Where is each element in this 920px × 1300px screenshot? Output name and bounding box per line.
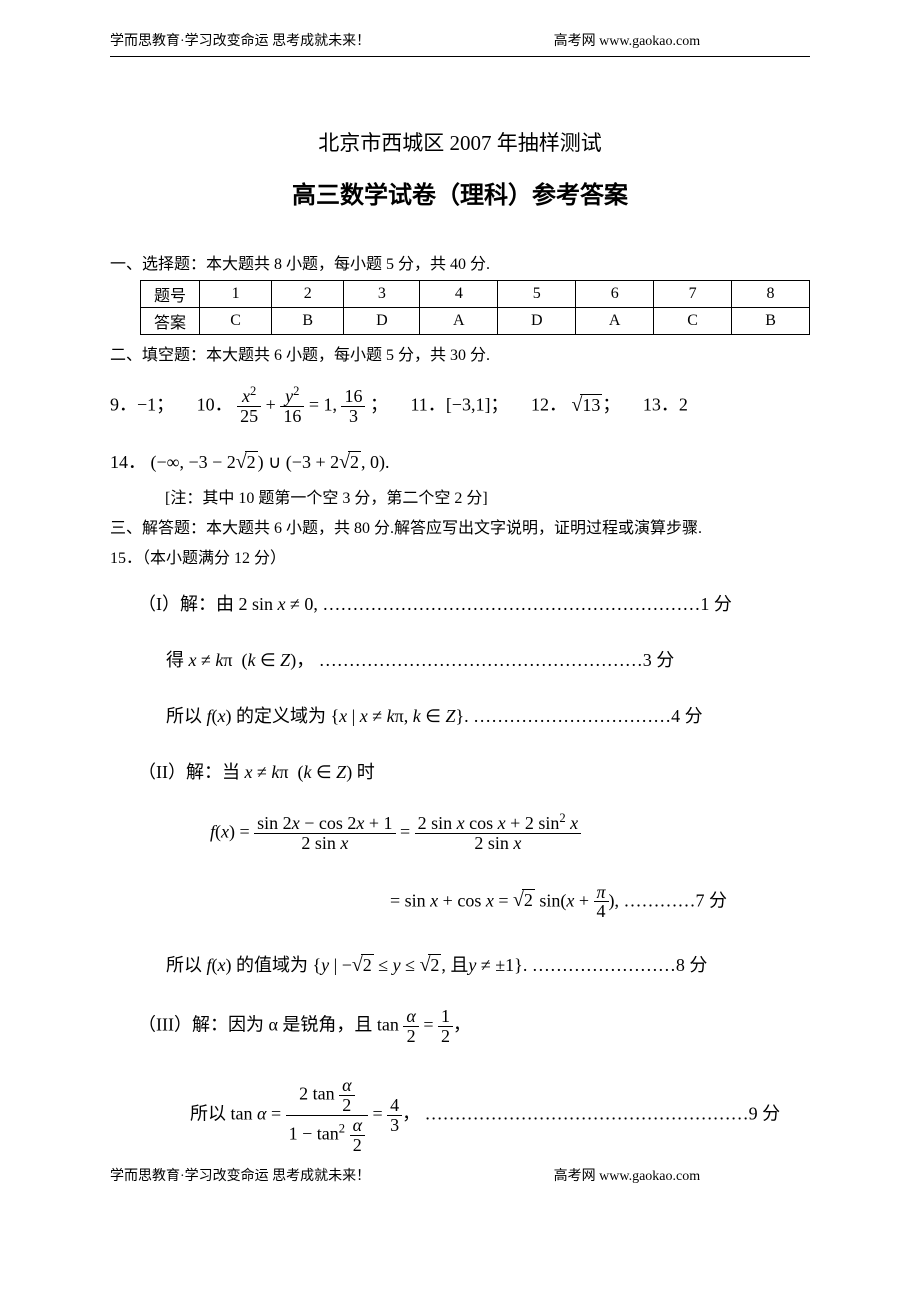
q14-line: 14． (−∞, −3 − 2√2) ∪ (−3 + 2√2, 0). <box>110 448 810 474</box>
q12-sqrt: √13 <box>571 394 602 417</box>
q14-label: 14． <box>110 452 146 472</box>
p2-l3-prefix: 所以 <box>166 955 202 975</box>
q15-p1-line1: （I）解：由 2 sin x ≠ 0, ……………………………………………………… <box>138 590 810 616</box>
p2-l3-mid: 的值域为 <box>236 955 308 975</box>
col-num: 2 <box>272 281 344 308</box>
header-left: 学而思教育·学习改变命运 思考成就未来！ <box>110 30 370 50</box>
doc-title-1: 北京市西城区 2007 年抽样测试 <box>110 127 810 157</box>
p2-l3-score: 8 分 <box>676 955 708 975</box>
footer-left: 学而思教育·学习改变命运 思考成就未来！ <box>110 1165 370 1185</box>
fill-blank-line-1: 9．−1； 10． x225 + y216 = 1, 163 ； 11．[−3,… <box>110 387 810 426</box>
p1-l2-score: 3 分 <box>643 650 675 670</box>
table-row: 答案 C B D A D A C B <box>141 308 810 335</box>
col-num: 4 <box>420 281 498 308</box>
p3-l2-prefix: 所以 <box>190 1104 226 1124</box>
answer-cell: C <box>654 308 732 335</box>
q13-answer: 2 <box>679 395 688 415</box>
p2-label: （II）解：当 <box>138 762 240 782</box>
q15-p2-formula1: f(x) = sin 2x − cos 2x + 12 sin x = 2 si… <box>210 814 810 853</box>
answer-cell: B <box>272 308 344 335</box>
q10-frac1: x225 <box>237 387 261 426</box>
footer-right: 高考网 www.gaokao.com <box>554 1165 700 1185</box>
q15-p1-line2: 得 x ≠ kπ (k ∈ Z)， ………………………………………………3 分 <box>166 646 810 672</box>
q11-label: 11． <box>410 395 445 415</box>
col-num: 8 <box>732 281 810 308</box>
q10-frac2: y216 <box>280 387 304 426</box>
q15-heading: 15．（本小题满分 12 分） <box>110 544 810 568</box>
answer-cell: A <box>576 308 654 335</box>
p1-score: 1 分 <box>700 594 732 614</box>
q10-label: 10． <box>197 395 233 415</box>
q9-label: 9． <box>110 395 137 415</box>
p1-l2-prefix: 得 <box>166 650 184 670</box>
p2-suffix: 时 <box>357 762 375 782</box>
section2-heading: 二、填空题：本大题共 6 小题，每小题 5 分，共 30 分. <box>110 341 810 365</box>
answer-table: 题号 1 2 3 4 5 6 7 8 答案 C B D A D A C B <box>140 280 810 335</box>
q10-frac3: 163 <box>341 387 365 426</box>
col-num: 7 <box>654 281 732 308</box>
row-label: 答案 <box>141 308 200 335</box>
section3-heading: 三、解答题：本大题共 6 小题，共 80 分.解答应写出文字说明，证明过程或演算… <box>110 514 810 538</box>
p1-label: （I）解：由 <box>138 594 234 614</box>
q15-p3-line2: 所以 tan α = 2 tan α2 1 − tan2 α2 = 43， ……… <box>190 1076 810 1155</box>
doc-title-2: 高三数学试卷（理科）参考答案 <box>110 175 810 210</box>
q11-answer: [−3,1]； <box>446 395 509 415</box>
q15-p2-line1: （II）解：当 x ≠ kπ (k ∈ Z) 时 <box>138 758 810 784</box>
q15-p1-line3: 所以 f(x) 的定义域为 {x | x ≠ kπ, k ∈ Z}. ……………… <box>166 702 810 728</box>
answer-cell: C <box>200 308 272 335</box>
answer-cell: B <box>732 308 810 335</box>
p2-l2-score: 7 分 <box>696 890 728 910</box>
q15-p2-formula2: = sin x + cos x = √2 sin(x + π4), …………7 … <box>390 883 810 922</box>
header-right: 高考网 www.gaokao.com <box>554 30 700 50</box>
section1-heading: 一、选择题：本大题共 8 小题，每小题 5 分，共 40 分. <box>110 250 810 274</box>
p1-l3-prefix: 所以 <box>166 706 202 726</box>
answer-cell: D <box>344 308 420 335</box>
p1-l3-score: 4 分 <box>671 706 703 726</box>
table-row: 题号 1 2 3 4 5 6 7 8 <box>141 281 810 308</box>
q12-label: 12． <box>531 395 567 415</box>
section2-note: [注：其中 10 题第一个空 3 分，第二个空 2 分] <box>165 484 810 508</box>
header-rule <box>110 56 810 57</box>
col-num: 6 <box>576 281 654 308</box>
answer-cell: D <box>498 308 576 335</box>
p3-label: （III）解：因为 α 是锐角，且 <box>138 1015 372 1035</box>
q15-p2-line3: 所以 f(x) 的值域为 {y | −√2 ≤ y ≤ √2, 且y ≠ ±1}… <box>166 951 810 977</box>
p3-l2-score: 9 分 <box>749 1104 781 1124</box>
q13-label: 13． <box>643 395 679 415</box>
p1-l3-mid: 的定义域为 <box>236 706 326 726</box>
page-footer: 学而思教育·学习改变命运 思考成就未来！ 高考网 www.gaokao.com <box>110 1165 810 1185</box>
col-num: 1 <box>200 281 272 308</box>
row-label: 题号 <box>141 281 200 308</box>
answer-cell: A <box>420 308 498 335</box>
q9-answer: −1； <box>137 395 174 415</box>
col-num: 3 <box>344 281 420 308</box>
q15-p3-line1: （III）解：因为 α 是锐角，且 tan α2 = 12， <box>138 1007 810 1046</box>
page-header: 学而思教育·学习改变命运 思考成就未来！ 高考网 www.gaokao.com <box>110 30 810 50</box>
col-num: 5 <box>498 281 576 308</box>
